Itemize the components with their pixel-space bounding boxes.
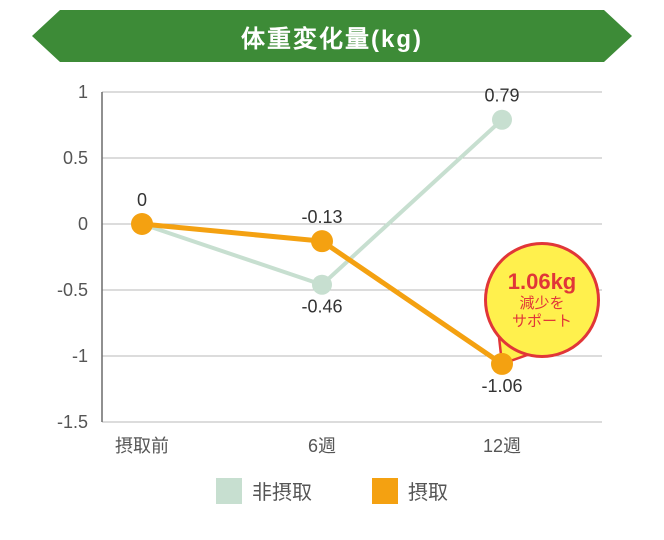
legend-swatch-0 bbox=[216, 478, 242, 504]
callout-text-2: サポート bbox=[512, 313, 572, 331]
legend-item-0: 非摂取 bbox=[216, 476, 312, 505]
svg-text:6週: 6週 bbox=[308, 436, 336, 456]
svg-text:-1.06: -1.06 bbox=[481, 376, 522, 396]
legend-label-0: 非摂取 bbox=[252, 476, 312, 505]
svg-text:-0.46: -0.46 bbox=[301, 297, 342, 317]
chart: 1 0.5 0 -0.5 -1 -1.5 摂取前 6週 12週 -0.46 0.79 0 -0.13 -1… bbox=[22, 72, 642, 472]
svg-text:摂取前: 摂取前 bbox=[115, 436, 169, 456]
svg-text:12週: 12週 bbox=[483, 436, 521, 456]
svg-text:0.79: 0.79 bbox=[484, 86, 519, 106]
svg-text:-1.5: -1.5 bbox=[57, 412, 88, 432]
svg-text:0.5: 0.5 bbox=[63, 148, 88, 168]
svg-text:0: 0 bbox=[78, 214, 88, 234]
legend-label-1: 摂取 bbox=[408, 476, 448, 505]
legend-item-1: 摂取 bbox=[372, 476, 448, 505]
title-banner: 体重変化量(kg) bbox=[32, 10, 632, 62]
chart-title: 体重変化量(kg) bbox=[241, 19, 423, 54]
callout-value: 1.06kg bbox=[508, 269, 577, 295]
legend-swatch-1 bbox=[372, 478, 398, 504]
svg-text:-0.13: -0.13 bbox=[301, 207, 342, 227]
svg-text:-1: -1 bbox=[72, 346, 88, 366]
svg-text:-0.5: -0.5 bbox=[57, 280, 88, 300]
callout-text-1: 減少を bbox=[519, 295, 564, 313]
svg-text:0: 0 bbox=[137, 190, 147, 210]
svg-text:1: 1 bbox=[78, 82, 88, 102]
callout-bubble: 1.06kg 減少を サポート bbox=[484, 242, 600, 358]
legend: 非摂取 摂取 bbox=[0, 476, 664, 505]
